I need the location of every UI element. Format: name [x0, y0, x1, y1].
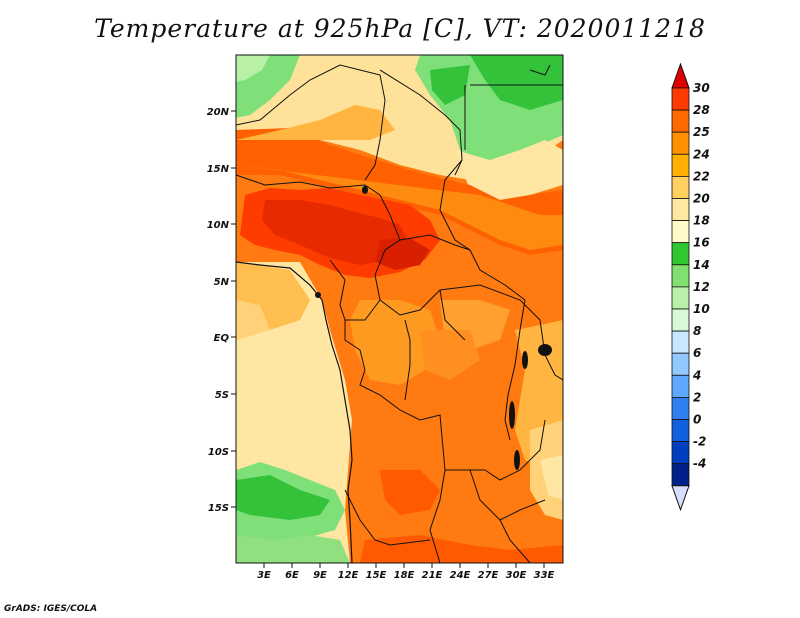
colorbar-swatch: [671, 463, 690, 487]
lon-label: 27E: [478, 570, 499, 581]
lat-label: 5N: [214, 277, 230, 288]
colorbar-swatch: [671, 264, 690, 288]
colorbar-top-arrow: [671, 62, 690, 89]
colorbar-label: 2: [693, 390, 701, 404]
colorbar-swatch: [671, 419, 690, 443]
colorbar-swatch: [671, 352, 690, 376]
colorbar-swatch: [671, 374, 690, 398]
footer-credit: GrADS: IGES/COLA: [4, 604, 98, 614]
colorbar-swatch: [671, 87, 690, 111]
colorbar-label: 18: [693, 214, 710, 228]
lon-label: 9E: [313, 570, 327, 581]
colorbar-label: 25: [693, 125, 710, 139]
lon-label: 33E: [534, 570, 555, 581]
colorbar-label: 8: [693, 324, 701, 338]
lat-labels: 20N 15N 10N 5N EQ 5S 10S 15S: [207, 107, 230, 514]
lon-labels: 3E 6E 9E 12E 15E 18E 21E 24E 27E 30E 33E: [257, 570, 554, 581]
lat-label: 10N: [207, 220, 230, 231]
colorbar-label: -4: [693, 457, 706, 471]
lon-label: 6E: [285, 570, 299, 581]
colorbar-label: 12: [693, 280, 710, 294]
temperature-map: [235, 54, 564, 564]
lon-label: 24E: [450, 570, 471, 581]
lon-label: 30E: [506, 570, 527, 581]
colorbar-swatch: [671, 308, 690, 332]
lon-label: 12E: [338, 570, 359, 581]
colorbar-swatch: [671, 286, 690, 310]
colorbar-label: 6: [693, 346, 701, 360]
lat-label: 10S: [208, 447, 229, 458]
lon-label: 3E: [257, 570, 271, 581]
colorbar-swatch: [671, 153, 690, 177]
lat-label: EQ: [214, 333, 230, 344]
colorbar-label: 30: [693, 81, 710, 95]
lon-label: 15E: [366, 570, 387, 581]
colorbar-swatch: [671, 131, 690, 155]
colorbar-label: -2: [693, 435, 706, 449]
colorbar-label: 4: [692, 368, 701, 382]
colorbar-swatch: [671, 175, 690, 199]
colorbar-label: 24: [693, 147, 710, 161]
colorbar-swatch: [671, 198, 690, 222]
lat-label: 15S: [208, 503, 229, 514]
lon-label: 21E: [422, 570, 443, 581]
colorbar-swatch: [671, 396, 690, 420]
colorbar-label: 28: [693, 103, 710, 117]
colorbar-swatch: [671, 330, 690, 354]
lat-label: 5S: [215, 390, 229, 401]
lat-label: 20N: [207, 107, 230, 118]
colorbar-label: 0: [693, 413, 701, 427]
colorbar-bottom-arrow: [671, 485, 690, 512]
lat-label: 15N: [207, 164, 230, 175]
lon-ticks: [263, 563, 545, 568]
colorbar-label: 20: [693, 192, 710, 206]
colorbar-swatch: [671, 220, 690, 244]
colorbar-swatch: [671, 441, 690, 465]
colorbar-label: 14: [693, 258, 710, 272]
colorbar-swatch: [671, 109, 690, 133]
colorbar-label: 16: [693, 236, 710, 250]
colorbar-swatch: [671, 242, 690, 266]
colorbar-label: 22: [693, 169, 710, 183]
map-title: Temperature at 925hPa [C], VT: 202001121…: [94, 14, 706, 43]
colorbar-label: 10: [693, 302, 710, 316]
lat-ticks: [231, 110, 236, 508]
lon-label: 18E: [394, 570, 415, 581]
